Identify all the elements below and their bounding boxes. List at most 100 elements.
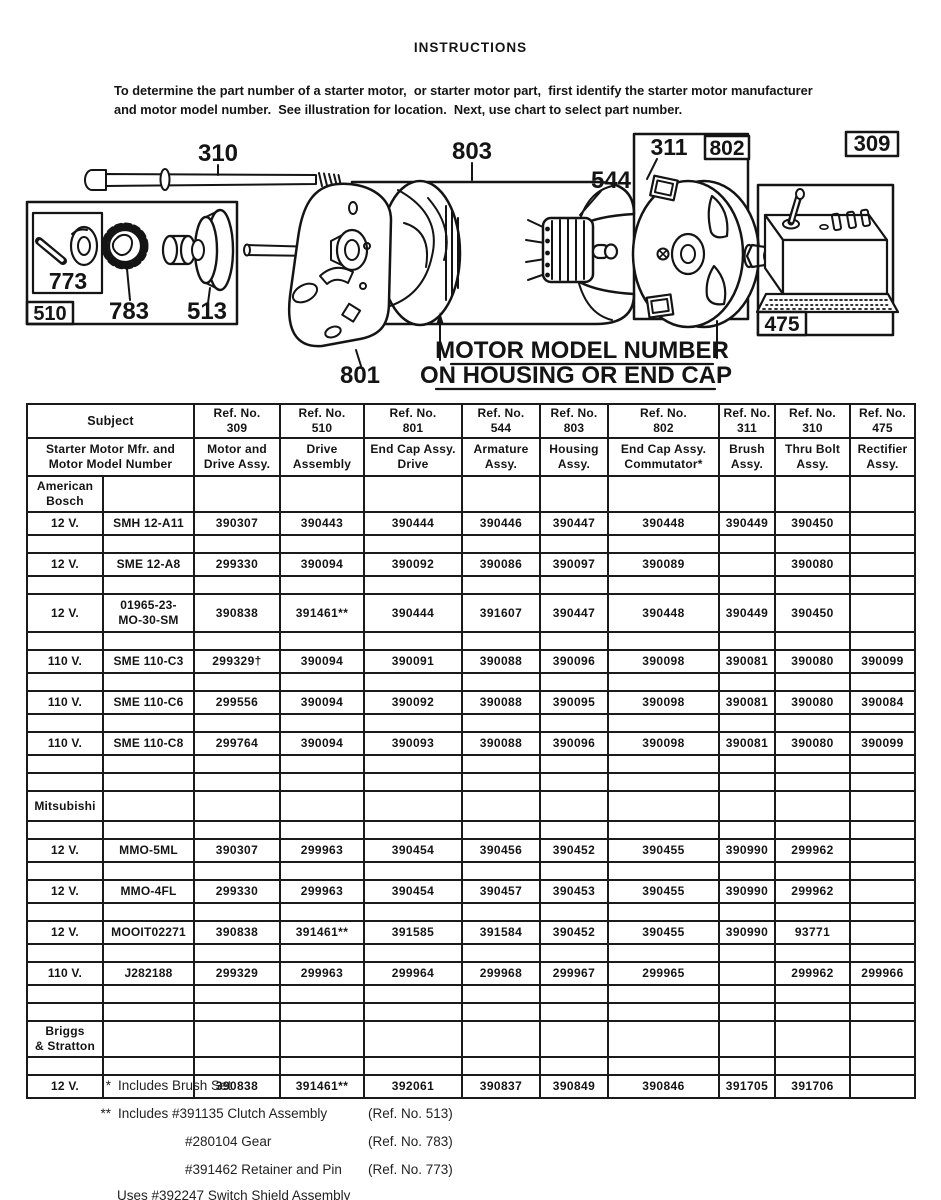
empty-cell (279, 754, 365, 774)
empty-cell (363, 861, 463, 881)
empty-cell (461, 820, 541, 840)
part-number-cell: 390455 (607, 838, 720, 863)
empty-cell (539, 1056, 609, 1076)
voltage-cell: 12 V. (26, 879, 104, 904)
empty-cell (539, 672, 609, 692)
empty-cell (193, 984, 281, 1004)
voltage-cell: 12 V. (26, 838, 104, 863)
part-number-cell: 390449 (718, 593, 776, 633)
part-number-cell: 299330 (193, 879, 281, 904)
part-number-cell: 390091 (363, 649, 463, 674)
empty-cell (26, 820, 104, 840)
ref-no-number: 475 (872, 421, 893, 435)
empty-cell (363, 672, 463, 692)
part-number-cell: 391461** (279, 593, 365, 633)
empty-cell (607, 772, 720, 792)
part-number-cell: 299968 (461, 961, 541, 986)
empty-cell (774, 902, 851, 922)
part-number-cell: 299964 (363, 961, 463, 986)
empty-cell (363, 1056, 463, 1076)
part-number-cell: 390453 (539, 879, 609, 904)
empty-cell (461, 754, 541, 774)
empty-cell (26, 754, 104, 774)
empty-cell (279, 820, 365, 840)
empty-cell (849, 511, 916, 536)
empty-cell (279, 1056, 365, 1076)
part-number-cell: 390307 (193, 838, 281, 863)
blank-row (26, 943, 916, 963)
label-513: 513 (187, 298, 227, 325)
empty-cell (363, 1020, 463, 1058)
empty-cell (539, 902, 609, 922)
empty-cell (26, 902, 104, 922)
empty-cell (193, 861, 281, 881)
subject-subheader: Starter Motor Mfr. and Motor Model Numbe… (26, 437, 195, 477)
part-number-cell: 390448 (607, 511, 720, 536)
empty-cell (849, 575, 916, 595)
footnote-marker: ** (100, 1106, 111, 1121)
ref-no-header: Ref. No. 801 (363, 403, 463, 439)
empty-cell (26, 943, 104, 963)
part-number-cell: 390455 (607, 879, 720, 904)
armature-drawing (525, 190, 619, 284)
part-number-cell: 390086 (461, 552, 541, 577)
empty-cell (539, 772, 609, 792)
empty-cell (849, 838, 916, 863)
voltage-cell: 110 V. (26, 961, 104, 986)
empty-cell (849, 772, 916, 792)
footnote-marker: * (105, 1078, 111, 1093)
empty-cell (607, 534, 720, 554)
ref-no-number: 802 (653, 421, 674, 435)
empty-cell (193, 575, 281, 595)
empty-cell (774, 575, 851, 595)
drive-end-cap-drawing (243, 182, 393, 367)
model-number-cell: SME 12-A8 (102, 552, 195, 577)
label-773: 773 (49, 268, 87, 294)
empty-cell (26, 631, 104, 651)
empty-cell (718, 475, 776, 513)
part-number-cell: 390452 (539, 838, 609, 863)
empty-cell (539, 861, 609, 881)
empty-cell (718, 861, 776, 881)
empty-cell (102, 772, 195, 792)
part-number-cell: 390444 (363, 511, 463, 536)
empty-cell (279, 631, 365, 651)
empty-cell (774, 672, 851, 692)
data-row: 12 V. MMO-5ML 390307 299963 390454 390456 3904… (26, 838, 916, 863)
empty-cell (363, 820, 463, 840)
empty-cell (849, 920, 916, 945)
part-number-cell: 391461** (279, 1074, 365, 1099)
empty-cell (849, 902, 916, 922)
empty-cell (718, 1056, 776, 1076)
model-number-cell: J282188 (102, 961, 195, 986)
empty-cell (363, 943, 463, 963)
empty-cell (26, 984, 104, 1004)
empty-cell (607, 861, 720, 881)
part-number-cell: 390089 (607, 552, 720, 577)
blank-row (26, 672, 916, 692)
instructions-line-2: and motor model number. See illustration… (114, 102, 683, 117)
part-number-cell: 299330 (193, 552, 281, 577)
part-number-cell: 390450 (774, 593, 851, 633)
empty-cell (279, 475, 365, 513)
part-number-cell: 390449 (718, 511, 776, 536)
parts-table: Subject Ref. No. 309 Ref. No. 510 Ref. No. 801… (26, 403, 916, 1099)
footnote-ref: (Ref. No. 773) (368, 1162, 453, 1177)
subject-header: Subject (26, 403, 195, 439)
starter-motor-exploded-diagram: 310 (25, 130, 900, 391)
part-number-cell: 391584 (461, 920, 541, 945)
empty-cell (102, 861, 195, 881)
empty-cell (774, 984, 851, 1004)
part-number-cell: 390095 (539, 690, 609, 715)
part-number-cell: 390098 (607, 649, 720, 674)
voltage-cell: 110 V. (26, 690, 104, 715)
empty-cell (102, 475, 195, 513)
part-number-cell: 390457 (461, 879, 541, 904)
part-number-cell: 390838 (193, 920, 281, 945)
data-row: 12 V. SME 12-A8 299330 390094 390092 390086 39… (26, 552, 916, 577)
part-number-cell: 390446 (461, 511, 541, 536)
empty-cell (279, 943, 365, 963)
empty-cell (363, 790, 463, 822)
empty-cell (718, 754, 776, 774)
empty-cell (718, 575, 776, 595)
